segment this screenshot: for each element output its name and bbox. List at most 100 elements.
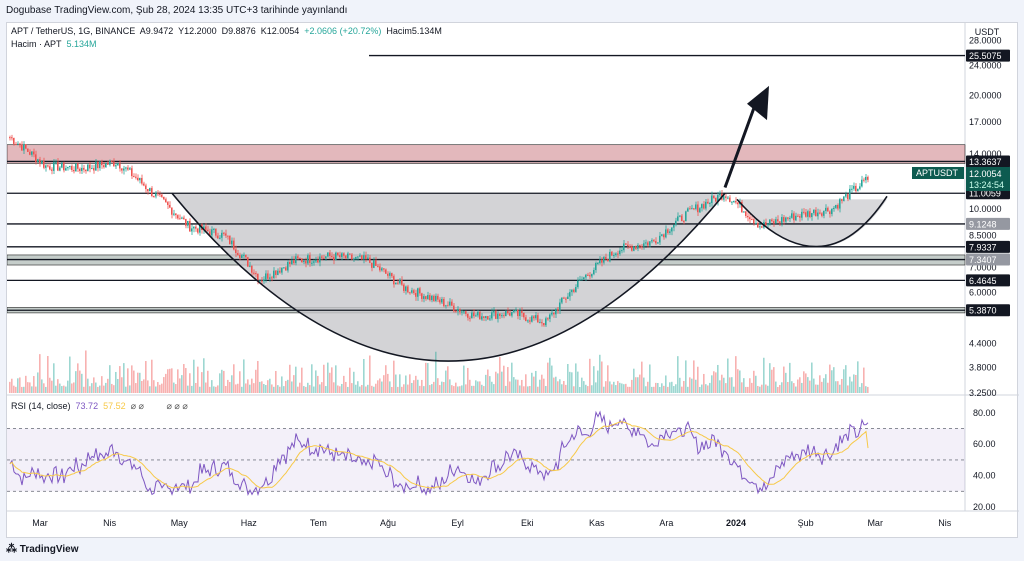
- volume-bar: [691, 378, 693, 393]
- volume-bar: [305, 386, 307, 393]
- volume-bar: [719, 380, 721, 393]
- volume-bar: [235, 384, 237, 393]
- candle-body: [713, 195, 715, 198]
- volume-bar: [565, 384, 567, 393]
- volume-bar: [349, 367, 351, 393]
- volume-bar: [299, 382, 301, 393]
- volume-bar: [131, 365, 133, 393]
- time-tick-label: Ağu: [380, 518, 396, 528]
- volume-bar: [647, 381, 649, 393]
- candle-body: [205, 226, 207, 230]
- volume-bar: [803, 371, 805, 393]
- candle-body: [587, 274, 589, 276]
- volume-bar: [47, 355, 49, 393]
- candle-body: [37, 159, 39, 162]
- symbol-label[interactable]: APT / TetherUS, 1G, BINANCE: [11, 26, 136, 36]
- price-tick-label: 20.0000: [969, 90, 1002, 100]
- candle-body: [541, 322, 543, 324]
- candle-body: [491, 312, 493, 319]
- candle-body: [229, 235, 231, 245]
- candle-body: [165, 199, 167, 203]
- volume-bar: [493, 384, 495, 393]
- candle-body: [55, 162, 57, 164]
- volume-bar: [473, 385, 475, 393]
- candle-body: [479, 311, 481, 320]
- volume-bar: [643, 377, 645, 393]
- candle-body: [53, 162, 55, 171]
- volume-bar: [137, 372, 139, 393]
- candle-body: [375, 260, 377, 266]
- candle-body: [147, 189, 149, 192]
- volume-bar: [599, 354, 601, 393]
- volume-bar: [105, 382, 107, 393]
- volume-bar: [535, 370, 537, 393]
- candle-body: [561, 297, 563, 303]
- volume-value: 5.134M: [66, 39, 97, 49]
- volume-bar: [139, 372, 141, 393]
- chart-svg[interactable]: USDT28.000024.000020.000017.000014.00001…: [7, 23, 1019, 539]
- volume-bar: [403, 384, 405, 393]
- volume-bar: [545, 385, 547, 393]
- volume-bar: [765, 384, 767, 393]
- volume-bar: [839, 384, 841, 393]
- candle-body: [575, 287, 577, 292]
- volume-bar: [753, 370, 755, 393]
- volume-bar: [605, 381, 607, 393]
- volume-bar: [11, 378, 13, 393]
- candle-body: [459, 308, 461, 313]
- candle-body: [563, 297, 565, 299]
- volume-bar: [459, 386, 461, 393]
- volume-bar: [645, 386, 647, 393]
- candle-body: [447, 305, 449, 307]
- time-tick-label: 2024: [726, 518, 746, 528]
- volume-bar: [291, 381, 293, 393]
- candle-body: [23, 144, 25, 151]
- candle-body: [731, 201, 733, 203]
- candle-body: [657, 242, 659, 244]
- candle-body: [109, 160, 111, 165]
- candle-body: [735, 201, 737, 203]
- candle-body: [761, 226, 763, 228]
- candle-body: [357, 256, 359, 258]
- candle-body: [627, 244, 629, 247]
- candle-body: [295, 256, 297, 264]
- rsi-extra: ⌀ ⌀: [130, 401, 144, 411]
- candle-body: [29, 151, 31, 155]
- tradingview-brand[interactable]: ⁂ TradingView: [6, 541, 79, 557]
- volume-bar: [51, 380, 53, 393]
- time-tick-label: Haz: [241, 518, 258, 528]
- candle-body: [395, 282, 397, 285]
- candle-body: [699, 208, 701, 213]
- volume-bar: [757, 385, 759, 393]
- candle-body: [141, 178, 143, 184]
- volume-bar: [533, 376, 535, 393]
- candle-body: [793, 213, 795, 221]
- candle-body: [153, 196, 155, 198]
- candle-body: [273, 270, 275, 278]
- candle-body: [81, 167, 83, 172]
- volume-bar: [367, 384, 369, 393]
- volume-bar: [83, 386, 85, 393]
- volume-bar: [27, 382, 29, 393]
- volume-bar: [555, 376, 557, 393]
- candle-body: [257, 273, 259, 281]
- volume-bar: [405, 375, 407, 393]
- candle-body: [513, 310, 515, 313]
- volume-bar: [601, 361, 603, 393]
- volume-label[interactable]: Hacim · APT: [11, 39, 62, 49]
- volume-bar: [859, 386, 861, 393]
- candle-body: [371, 262, 373, 268]
- candle-body: [499, 313, 501, 317]
- candle-body: [247, 257, 249, 267]
- rsi-label[interactable]: RSI (14, close): [11, 401, 71, 411]
- candle-body: [359, 255, 361, 257]
- volume-bar: [285, 380, 287, 393]
- rsi-extra-2: ⌀ ⌀ ⌀: [166, 401, 188, 411]
- volume-bar: [495, 371, 497, 393]
- volume-bar: [225, 385, 227, 393]
- candle-body: [259, 280, 261, 282]
- volume-bar: [289, 364, 291, 393]
- candle-body: [463, 311, 465, 313]
- volume-bar: [425, 362, 427, 393]
- candle-body: [211, 229, 213, 236]
